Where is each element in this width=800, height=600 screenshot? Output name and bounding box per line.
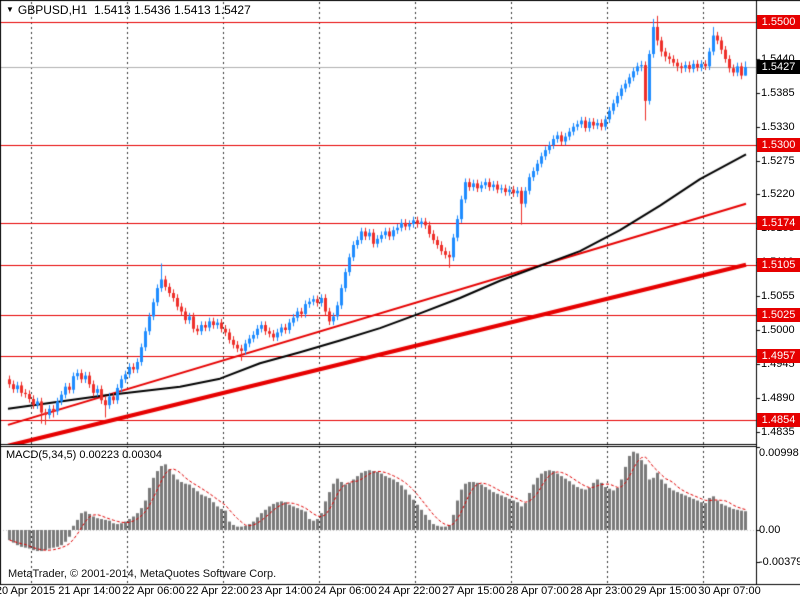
x-axis-label: 29 Apr 15:00 [634,585,697,597]
chart-title: ▼ GBPUSD,H1 1.5413 1.5436 1.5413 1.5427 [6,3,251,17]
macd-tick-label: 0.00998 [759,447,799,459]
price-tick-label: 1.5275 [761,154,795,167]
x-axis-label: 28 Apr 23:00 [570,585,633,597]
price-level-tag: 1.5025 [757,307,800,322]
price-tick-label: 1.5000 [761,324,795,336]
price-tick-label: 1.4835 [761,425,795,438]
price-level-tag: 1.5105 [757,258,800,273]
macd-values-label: 0.00223 0.00304 [79,449,162,461]
macd-tick-label: -0.00379 [759,555,800,568]
price-tick-label: 1.4890 [761,391,795,404]
x-axis-label: 24 Apr 22:00 [378,585,441,597]
price-level-tag: 1.5300 [757,138,800,153]
price-tick-label: 1.5055 [761,290,795,303]
price-tick-label: 1.5330 [761,120,795,133]
price-level-tag: 1.5174 [757,215,800,230]
price-level-tag: 1.4957 [757,349,800,364]
x-axis-label: 23 Apr 14:00 [250,585,313,597]
price-level-tag: 1.5500 [757,15,800,29]
copyright-label: MetaTrader, © 2001-2014, MetaQuotes Soft… [8,568,277,580]
macd-indicator-label: MACD(5,34,5) 0.00223 0.00304 [6,448,162,462]
macd-name-label: MACD(5,34,5) [6,449,77,461]
x-axis-label: 24 Apr 06:00 [314,585,377,597]
x-axis-label: 20 Apr 2015 [0,585,56,597]
x-axis-label: 28 Apr 07:00 [506,585,569,597]
symbol-marker-icon: ▼ [6,5,14,14]
x-axis-label: 22 Apr 22:00 [186,585,249,597]
symbol-period-label: GBPUSD,H1 [17,3,88,17]
x-axis-label: 21 Apr 14:00 [58,585,121,597]
current-price-tag: 1.5427 [757,59,800,74]
x-axis-label: 27 Apr 15:00 [442,585,505,597]
price-tick-label: 1.5220 [761,188,795,201]
ohlc-values-label: 1.5413 1.5436 1.5413 1.5427 [93,3,251,17]
price-tick-label: 1.5385 [761,86,795,99]
x-axis-label: 22 Apr 06:00 [122,585,185,597]
x-axis-label: 30 Apr 07:00 [698,585,761,597]
macd-tick-label: 0.00 [759,524,781,536]
price-level-tag: 1.4854 [757,412,800,427]
